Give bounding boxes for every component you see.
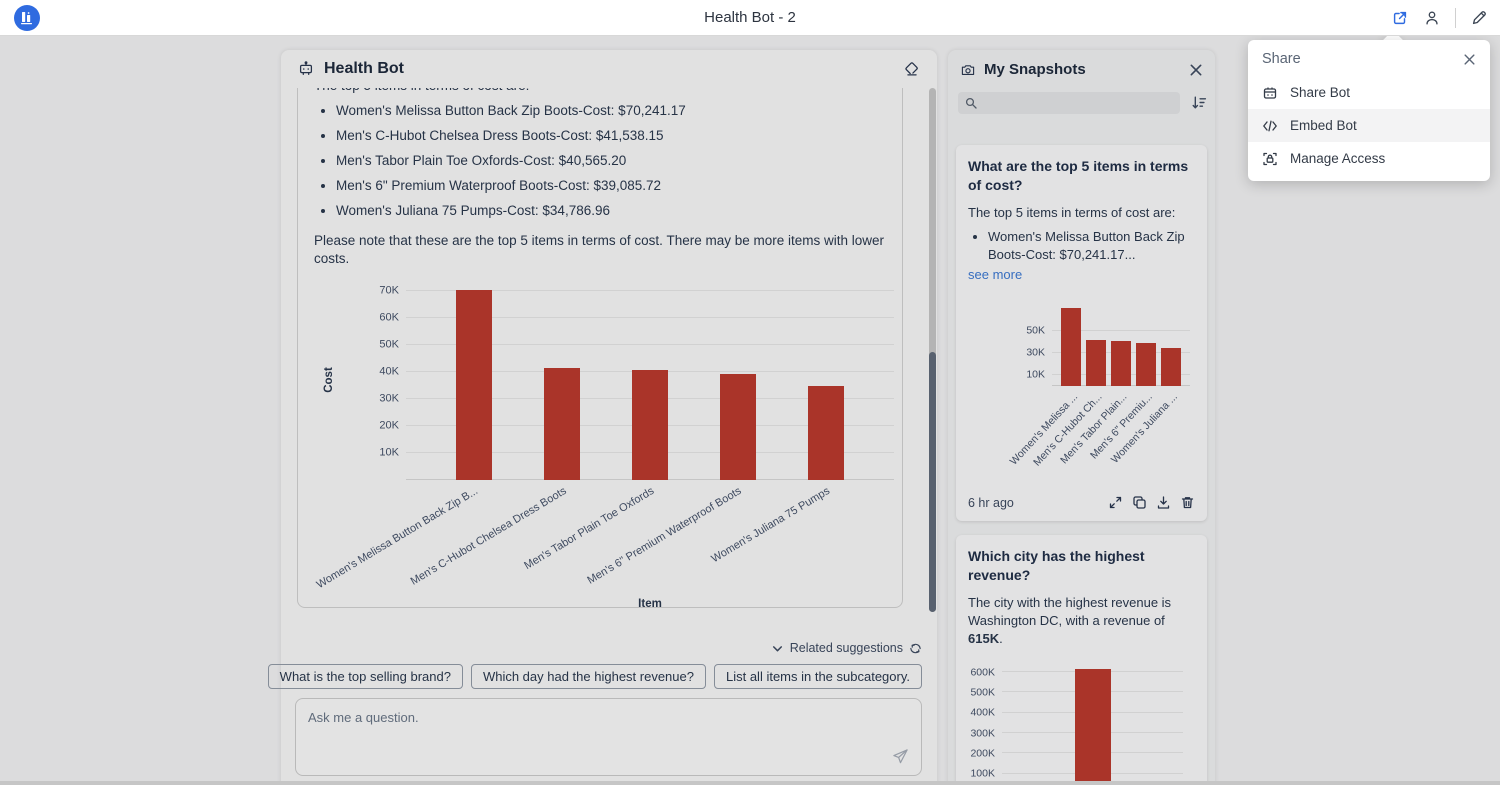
chat-panel: Health Bot The top 5 items in terms of c… xyxy=(267,50,937,785)
snapshot-question: What are the top 5 items in terms of cos… xyxy=(968,158,1189,193)
question-input-box xyxy=(295,698,922,776)
snapshot-list: Women's Melissa Button Back Zip Boots-Co… xyxy=(968,228,1195,264)
send-icon[interactable] xyxy=(892,748,909,765)
answer-list-item: Men's 6" Premium Waterproof Boots-Cost: … xyxy=(336,177,894,195)
embed-code-icon xyxy=(1263,120,1277,131)
snapshot-body: The city with the highest revenue is Was… xyxy=(968,595,1172,646)
menu-item-embed-bot[interactable]: Embed Bot xyxy=(1248,109,1490,142)
answer-list-item: Men's Tabor Plain Toe Oxfords-Cost: $40,… xyxy=(336,152,894,170)
bot-message-bubble: The top 5 items in terms of cost are: Wo… xyxy=(297,88,903,610)
snapshot-card[interactable]: Which city has the highest revenue? The … xyxy=(956,535,1207,785)
close-share-dropdown-icon[interactable] xyxy=(1463,53,1476,66)
share-bot-icon xyxy=(1263,87,1277,99)
user-icon[interactable] xyxy=(1423,9,1441,27)
chat-scrollbar-thumb[interactable] xyxy=(929,352,936,612)
see-more-link[interactable]: see more xyxy=(968,267,1023,282)
refresh-suggestions-icon[interactable] xyxy=(909,642,922,655)
answer-list-item: Women's Juliana 75 Pumps-Cost: $34,786.9… xyxy=(336,202,894,220)
bar xyxy=(807,385,844,480)
answer-list: Women's Melissa Button Back Zip Boots-Co… xyxy=(314,102,894,220)
snapshots-header: My Snapshots xyxy=(960,61,1203,78)
robot-icon xyxy=(299,61,313,76)
bar xyxy=(1061,308,1082,386)
share-export-icon[interactable] xyxy=(1391,9,1409,27)
bar xyxy=(1135,342,1156,386)
delete-trash-icon[interactable] xyxy=(1180,495,1195,510)
snapshot-body: The top 5 items in terms of cost are: xyxy=(968,205,1176,220)
bar xyxy=(632,370,668,480)
camera-icon xyxy=(961,64,975,75)
share-dropdown-title: Share xyxy=(1262,51,1301,67)
snapshot-cost-chart: 10K 30K 50K Women's Melissa ... Men's C-Hubo… xyxy=(968,298,1195,469)
bar xyxy=(544,367,581,480)
answer-note: Please note that these are the top 5 ite… xyxy=(314,233,885,266)
bar xyxy=(719,374,756,480)
chat-scrollbar-track[interactable] xyxy=(929,88,936,612)
copy-icon[interactable] xyxy=(1132,495,1147,510)
search-icon xyxy=(965,97,977,109)
expand-icon[interactable] xyxy=(1108,495,1123,510)
snapshot-timestamp: 6 hr ago xyxy=(968,495,1014,510)
snapshot-revenue-chart: 100K200K300K400K500K600KWashington DC xyxy=(968,660,1195,785)
answer-intro: The top 5 items in terms of cost are: xyxy=(314,88,894,95)
toolbar-divider xyxy=(1455,8,1456,28)
snapshot-search-box[interactable] xyxy=(958,92,1180,114)
snapshot-list-item: Women's Melissa Button Back Zip Boots-Co… xyxy=(988,228,1195,264)
chevron-down-icon[interactable] xyxy=(771,642,784,655)
answer-list-item: Men's C-Hubot Chelsea Dress Boots-Cost: … xyxy=(336,127,894,145)
window-title: Health Bot - 2 xyxy=(704,9,796,26)
close-snapshots-icon[interactable] xyxy=(1189,63,1203,77)
suggestion-chip-highest-revenue-day[interactable]: Which day had the highest revenue? xyxy=(470,664,706,689)
share-dropdown-header: Share xyxy=(1248,40,1490,76)
snapshot-card-footer: 6 hr ago xyxy=(968,495,1195,510)
menu-item-share-bot[interactable]: Share Bot xyxy=(1248,76,1490,109)
answer-list-item: Women's Melissa Button Back Zip Boots-Co… xyxy=(336,102,894,120)
snapshots-title: My Snapshots xyxy=(984,61,1086,78)
bar xyxy=(1111,341,1131,386)
bar xyxy=(1086,340,1107,386)
chat-panel-title: Health Bot xyxy=(324,60,404,77)
related-suggestions-row: Related suggestions xyxy=(771,641,922,655)
suggestion-chip-list-items[interactable]: List all items in the subcategory. xyxy=(713,664,922,689)
chat-panel-header: Health Bot xyxy=(281,50,937,88)
share-dropdown: Share Share Bot Embed Bot Manag xyxy=(1248,40,1490,181)
cost-by-item-bar-chart: 10K 20K 30K 40K 50K 60K 70K Women's Melissa But… xyxy=(314,276,894,612)
suggestion-chip-top-brand[interactable]: What is the top selling brand? xyxy=(267,664,463,689)
bar xyxy=(1074,669,1111,785)
bar xyxy=(456,290,493,480)
question-input[interactable] xyxy=(296,699,921,775)
menu-item-manage-access[interactable]: Manage Access xyxy=(1248,142,1490,175)
manage-access-lock-icon xyxy=(1263,152,1277,165)
suggestion-chips: What is the top selling brand? Which day… xyxy=(267,664,922,689)
bar-chart-logo-icon xyxy=(21,12,32,25)
bar xyxy=(1160,347,1181,386)
snapshot-search-input[interactable] xyxy=(983,96,1173,110)
snapshots-panel: My Snapshots What are the top 5 items in… xyxy=(948,50,1215,785)
related-suggestions-label: Related suggestions xyxy=(789,641,903,655)
clear-chat-eraser-icon[interactable] xyxy=(903,60,921,78)
app-logo[interactable] xyxy=(14,5,40,31)
revenue-value: 615K xyxy=(968,631,1000,646)
edit-pencil-icon[interactable] xyxy=(1470,9,1488,27)
sort-icon[interactable] xyxy=(1190,94,1207,111)
snapshot-question: Which city has the highest revenue? xyxy=(968,548,1145,583)
snapshot-card[interactable]: What are the top 5 items in terms of cos… xyxy=(956,145,1207,521)
top-bar: Health Bot - 2 xyxy=(0,0,1500,36)
chat-message-area[interactable]: The top 5 items in terms of cost are: Wo… xyxy=(295,88,919,612)
window-bottom-edge xyxy=(0,781,1500,785)
download-icon[interactable] xyxy=(1156,495,1171,510)
